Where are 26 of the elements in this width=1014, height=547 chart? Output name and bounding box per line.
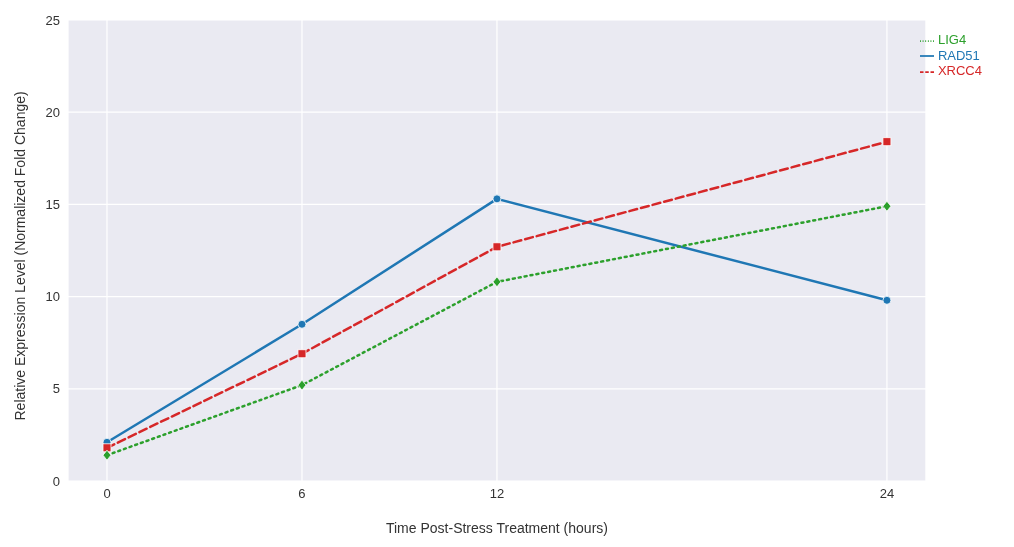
y-tick-label: 5 <box>52 381 60 397</box>
point <box>297 349 307 359</box>
point <box>297 319 307 329</box>
point <box>492 194 502 204</box>
point <box>882 137 892 147</box>
legend-label: RAD51 <box>937 47 980 63</box>
y-tick-label: 0 <box>52 473 60 489</box>
point <box>882 200 892 212</box>
legend-label: XRCC4 <box>937 63 982 79</box>
point <box>297 379 307 391</box>
point <box>102 449 112 461</box>
y-tick-label: 15 <box>45 197 60 213</box>
legend-label: LIG4 <box>937 32 967 47</box>
x-tick-label: 6 <box>298 486 306 502</box>
point <box>492 242 502 252</box>
x-axis-title: Time Post-Stress Treatment (hours) <box>385 520 608 536</box>
x-tick-label: 0 <box>103 486 111 502</box>
y-tick-label: 10 <box>45 289 60 305</box>
x-tick-label: 12 <box>489 486 505 502</box>
point <box>882 295 892 305</box>
point <box>102 443 112 453</box>
point <box>492 276 502 288</box>
y-tick-label: 25 <box>45 12 60 28</box>
y-tick-label: 20 <box>45 104 60 120</box>
y-axis-title: Relative Expression Level (Normalized Fold Change) <box>11 91 28 421</box>
x-tick-label: 24 <box>879 486 895 502</box>
